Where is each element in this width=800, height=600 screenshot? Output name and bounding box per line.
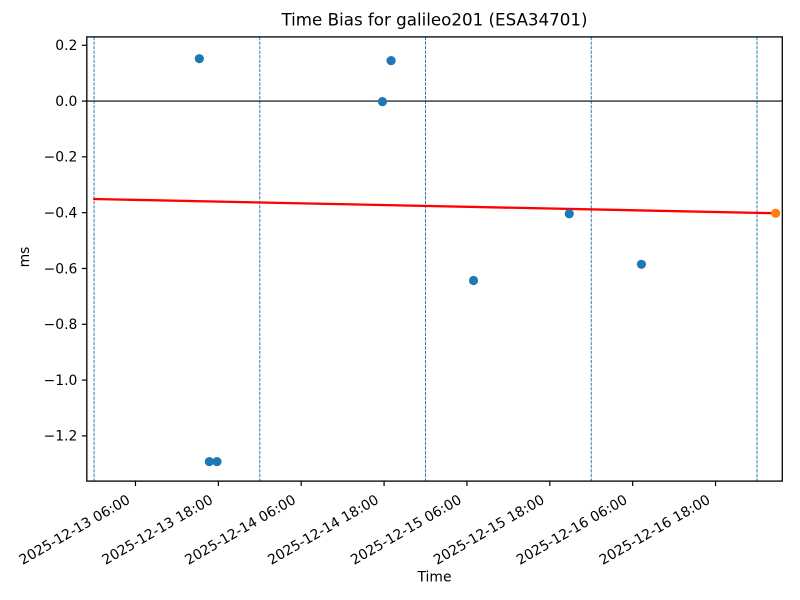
time-bias-measurements-point	[377, 97, 388, 107]
time-bias-measurements-point	[468, 275, 479, 286]
time-bias-measurements-point	[564, 209, 574, 219]
y-tick-label: −1.0	[44, 373, 78, 389]
y-axis-tick-labels: 0.2 0.0 −0.2 −0.4 −0.6 −0.8 −1.0 −1.2	[44, 38, 78, 445]
time-bias-measurements-point	[194, 54, 204, 64]
latest-measurement-point	[771, 208, 781, 218]
y-axis-label: ms	[17, 247, 33, 268]
y-tick-label: −0.8	[44, 317, 78, 333]
x-axis-label: Time	[417, 570, 452, 586]
axes-frame	[86, 36, 783, 482]
day-boundary-gridlines	[93, 36, 758, 482]
time-bias-measurements-point	[636, 259, 647, 269]
y-tick-label: 0.0	[55, 94, 77, 110]
trend-line-segment	[92, 197, 777, 215]
y-tick-label: −0.2	[44, 150, 78, 166]
data-points	[194, 54, 781, 467]
y-tick-label: −1.2	[44, 429, 78, 445]
x-axis-ticks	[134, 481, 717, 486]
y-tick-label: −0.4	[44, 206, 78, 222]
chart-title: Time Bias for galileo201 (ESA34701)	[280, 10, 587, 30]
y-axis-ticks	[81, 44, 87, 437]
time-bias-measurements-point	[212, 456, 222, 467]
y-tick-label: 0.2	[55, 38, 77, 54]
trend-line	[92, 197, 777, 215]
time-bias-measurements-point	[204, 456, 214, 467]
y-tick-label: −0.6	[44, 261, 78, 277]
time-bias-measurements-point	[386, 56, 396, 66]
